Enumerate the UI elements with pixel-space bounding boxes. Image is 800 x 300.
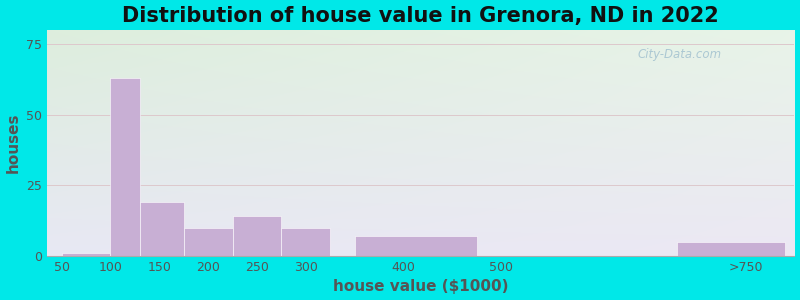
Bar — [184, 228, 233, 256]
Bar — [354, 236, 477, 256]
Title: Distribution of house value in Grenora, ND in 2022: Distribution of house value in Grenora, … — [122, 6, 719, 26]
Bar — [233, 217, 282, 256]
Bar — [677, 242, 785, 256]
Y-axis label: houses: houses — [6, 113, 21, 173]
Bar — [62, 253, 110, 256]
Bar — [110, 78, 140, 256]
X-axis label: house value ($1000): house value ($1000) — [333, 279, 509, 294]
Text: City-Data.com: City-Data.com — [638, 48, 722, 61]
Bar — [140, 202, 184, 256]
Bar — [282, 228, 330, 256]
